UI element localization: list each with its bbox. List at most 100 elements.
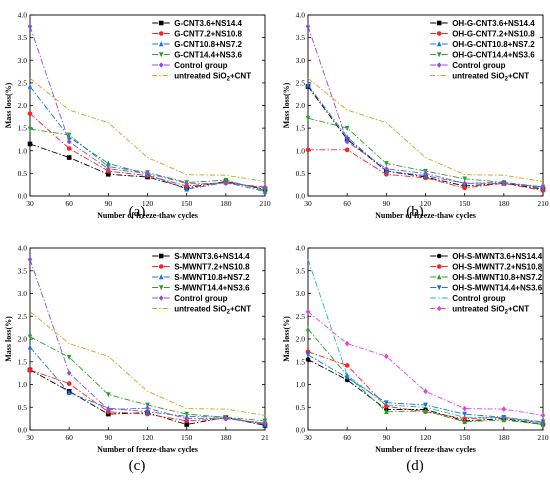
y-tick-label: 3.0 xyxy=(18,56,28,65)
legend-entry: S-MWNT14.4+NS3.6 xyxy=(174,284,250,293)
x-tick-label: 21 xyxy=(261,433,269,442)
legend-entry: G-CNT7.2+NS10.8 xyxy=(174,30,242,39)
legend-swatch-marker xyxy=(158,253,164,259)
y-tick-label: 3.0 xyxy=(296,56,306,65)
legend-entry: OH-S-MWNT10.8+NS7.2 xyxy=(452,273,543,282)
panel-label: (c) xyxy=(129,458,146,474)
legend-swatch-marker xyxy=(158,285,164,291)
x-tick-label: 210 xyxy=(537,199,549,208)
series-line xyxy=(307,259,544,424)
data-point xyxy=(262,420,268,426)
series-6 xyxy=(305,308,546,419)
x-axis-title: Number of freeze-thaw cycles xyxy=(97,445,198,454)
data-point xyxy=(384,400,389,406)
series-5 xyxy=(27,23,268,190)
legend-entry: OH-G-CNT3.6+NS14.4 xyxy=(452,19,535,28)
legend-swatch-marker xyxy=(158,41,164,47)
y-tick-label: 0.0 xyxy=(18,426,28,435)
data-point xyxy=(66,138,72,145)
data-point xyxy=(27,256,33,263)
series-2 xyxy=(27,367,268,426)
data-point xyxy=(27,334,33,340)
series-5 xyxy=(307,259,544,424)
y-tick-label: 0.5 xyxy=(296,169,306,178)
legend: OH-G-CNT3.6+NS14.4OH-G-CNT7.2+NS10.8OH-G… xyxy=(430,19,535,83)
legend-swatch-marker xyxy=(158,264,164,269)
x-tick-label: 60 xyxy=(343,433,351,442)
data-point xyxy=(66,155,72,160)
x-axis-title: Number of freeze-thaw cycles xyxy=(97,211,198,220)
x-tick-label: 30 xyxy=(26,433,34,442)
data-point xyxy=(540,412,546,419)
y-tick-label: 4.0 xyxy=(18,244,28,253)
x-tick-label: 210 xyxy=(259,199,271,208)
data-point xyxy=(106,166,111,172)
y-tick-label: 1.0 xyxy=(18,380,28,389)
series-line xyxy=(29,128,266,192)
data-point xyxy=(344,147,350,153)
legend-swatch-marker xyxy=(158,52,164,58)
data-point xyxy=(223,177,229,183)
data-point xyxy=(305,82,311,88)
chart-panel-3: 0.0 0.5 1.0 1.5 2.0 2.5 3.0 3.5 4.0 30 60 90 120 150 1… xyxy=(4,244,269,475)
chart-panel-4: 0.0 0.5 1.0 1.5 2.0 2.5 3.0 3.5 4.0 30 60 90 120 150 1… xyxy=(282,244,549,475)
data-point xyxy=(305,352,311,358)
series-6 xyxy=(307,77,544,182)
data-point xyxy=(66,389,72,395)
x-tick-label: 90 xyxy=(383,433,391,442)
y-tick-label: 1.0 xyxy=(296,146,306,155)
data-point xyxy=(27,126,33,132)
x-tick-label: 60 xyxy=(65,433,73,442)
data-point xyxy=(462,419,467,425)
y-tick-label: 3.5 xyxy=(296,266,306,275)
legend-entry: S-MWNT7.2+NS10.8 xyxy=(174,263,250,272)
x-tick-label: 180 xyxy=(220,199,232,208)
legend-swatch-marker xyxy=(436,62,442,68)
x-tick-label: 150 xyxy=(459,199,471,208)
series-5 xyxy=(305,23,546,190)
legend-entry: OH-S-MWNT7.2+NS10.8 xyxy=(452,263,543,272)
data-point xyxy=(501,406,507,412)
legend-entry: S-MWNT3.6+NS14.4 xyxy=(174,252,250,261)
x-tick-label: 150 xyxy=(181,433,193,442)
data-point xyxy=(344,363,350,368)
y-tick-label: 1.0 xyxy=(296,380,306,389)
legend-swatch-marker xyxy=(158,274,164,280)
data-point xyxy=(27,111,33,116)
x-tick-label: 90 xyxy=(383,199,391,208)
data-point xyxy=(262,184,268,190)
y-tick-label: 2.5 xyxy=(18,312,28,321)
legend-swatch-marker xyxy=(436,305,442,312)
series-6 xyxy=(29,311,266,416)
y-tick-label: 2.5 xyxy=(296,78,306,87)
data-point xyxy=(106,406,111,413)
y-axis-title: Mass loss(%) xyxy=(4,82,13,128)
legend-swatch-marker xyxy=(158,31,164,36)
y-tick-label: 3.0 xyxy=(18,289,28,298)
series-line xyxy=(29,369,266,426)
data-point xyxy=(501,180,507,187)
data-point xyxy=(184,180,189,187)
x-tick-label: 30 xyxy=(26,199,34,208)
panel-label: (d) xyxy=(406,458,424,474)
data-point xyxy=(106,392,111,398)
data-point xyxy=(145,170,150,177)
y-axis-title: Mass loss(%) xyxy=(282,82,291,128)
data-point xyxy=(305,326,311,332)
legend-entry: Control group xyxy=(452,61,505,70)
data-point xyxy=(106,171,111,177)
legend-entry: OH-G-CNT14.4+NS3.6 xyxy=(452,51,535,60)
data-point xyxy=(184,422,189,427)
y-tick-label: 1.5 xyxy=(296,357,306,366)
data-point xyxy=(145,402,150,408)
legend-swatch-marker xyxy=(436,285,442,291)
data-point xyxy=(66,132,72,138)
panel-label: (b) xyxy=(406,204,424,220)
x-tick-label: 90 xyxy=(105,199,113,208)
legend-entry: Control group xyxy=(174,61,227,70)
y-tick-label: 2.0 xyxy=(18,101,28,110)
x-axis-title: Number of freeze-thaw cycles xyxy=(375,211,476,220)
x-tick-label: 180 xyxy=(220,433,232,442)
legend-swatch-marker xyxy=(436,20,442,26)
